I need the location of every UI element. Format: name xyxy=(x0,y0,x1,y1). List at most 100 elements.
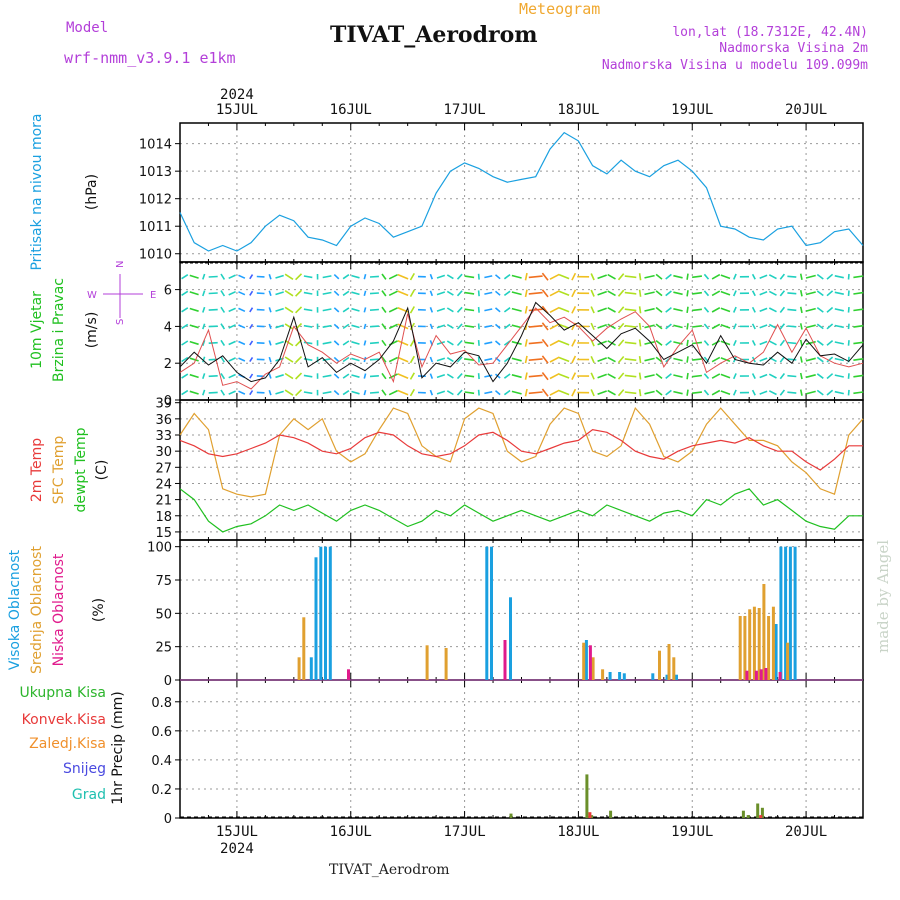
wind-arrow xyxy=(559,307,570,313)
wind-arrow xyxy=(673,390,683,395)
wind-arrow xyxy=(333,323,340,330)
wind-arrow xyxy=(189,390,199,395)
wind-arrow xyxy=(446,390,454,396)
wind-arrow xyxy=(607,273,616,280)
wind-arrow xyxy=(571,289,577,298)
precip-legend-2: Zaledj.Kisa xyxy=(29,736,106,752)
wind-arrow xyxy=(436,291,446,296)
wind-arrow xyxy=(720,307,731,313)
wind-arrow xyxy=(456,273,463,280)
x-tick-label-top: 16JUL xyxy=(330,102,372,118)
model-elevation-text: Nadmorska Visina u modelu 109.099m xyxy=(601,58,868,73)
y-tick-label: 100 xyxy=(147,541,172,556)
wind-arrow xyxy=(409,273,415,281)
wind-arrow xyxy=(268,340,272,346)
wind-arrow xyxy=(208,341,218,344)
wind-arrow xyxy=(847,307,850,313)
station-title: TIVAT_Aerodrom xyxy=(330,22,538,48)
wind-arrow xyxy=(834,374,844,378)
wind-arrow xyxy=(528,324,543,328)
wind-arrow xyxy=(397,356,409,363)
wind-arrow xyxy=(607,356,616,363)
wind-arrow xyxy=(303,275,313,279)
wind-arrow xyxy=(692,325,702,328)
wind-arrow xyxy=(805,357,816,362)
wind-arrow xyxy=(477,290,480,297)
wind-arrow xyxy=(638,339,642,347)
wind-arrow xyxy=(799,389,803,396)
pressure-unit: (hPa) xyxy=(84,174,100,210)
wind-arrow xyxy=(779,339,786,347)
wind-arrow xyxy=(228,340,236,346)
wind-arrow xyxy=(503,290,511,297)
cloud-label-1: Srednja Oblacnost xyxy=(29,546,45,674)
cloud-bar xyxy=(767,616,771,680)
y-tick-label: 0 xyxy=(164,674,172,689)
wind-arrow xyxy=(494,290,501,296)
wind-arrow xyxy=(238,324,246,329)
wind-arrow xyxy=(189,274,199,279)
x-tick-label-top: 15JUL xyxy=(216,102,258,118)
wind-arrow xyxy=(363,273,367,280)
precip-bar xyxy=(741,810,745,818)
cloud-bar xyxy=(764,668,768,680)
wind-arrow xyxy=(624,308,637,312)
wind-arrow xyxy=(655,389,663,396)
wind-arrow xyxy=(446,357,454,363)
cloud-bar xyxy=(302,617,306,680)
wind-arrow xyxy=(607,323,616,330)
y-tick-label: 6 xyxy=(164,284,172,299)
temp2m-line xyxy=(179,428,863,471)
model-name: wrf-nmm_v3.9.1 e1km xyxy=(64,49,236,67)
wind-arrow xyxy=(202,273,206,280)
wind-arrow xyxy=(805,390,816,395)
wind-arrow xyxy=(268,389,272,396)
wind-arrow xyxy=(429,356,434,363)
wind-arrow xyxy=(202,389,206,396)
wind-arrow xyxy=(511,324,522,329)
cloud-bar xyxy=(319,546,323,680)
wind-arrow xyxy=(397,340,409,346)
cloud-bar xyxy=(774,624,778,680)
wind-arrow xyxy=(703,373,710,380)
wind-arrow xyxy=(494,340,501,346)
wind-arrow xyxy=(511,340,522,345)
wind-arrow xyxy=(644,357,655,362)
wind-arrow xyxy=(503,373,511,379)
wind-arrow xyxy=(397,290,409,297)
wind-arrow xyxy=(686,356,689,363)
wind-arrow xyxy=(597,290,607,296)
wind-arrow xyxy=(720,274,731,280)
wind-arrow xyxy=(751,373,756,379)
wind-arrow xyxy=(590,273,595,281)
wind-arrow xyxy=(759,324,768,329)
wind-arrow xyxy=(351,274,360,279)
y-tick-label: 0.4 xyxy=(151,754,172,769)
wind-arrow xyxy=(322,324,332,328)
wind-arrow xyxy=(759,340,768,346)
wind-arrow xyxy=(617,355,625,364)
wind-arrow xyxy=(436,324,446,329)
wind-arrow xyxy=(638,355,642,364)
wind-arrow xyxy=(429,290,434,297)
wind-arrow xyxy=(853,308,864,312)
wind-arrow xyxy=(787,341,797,345)
wind-arrow xyxy=(342,373,350,379)
temp-label-1: SFC Temp xyxy=(51,436,67,505)
wind-arrow xyxy=(456,339,463,347)
wind-arrow xyxy=(703,273,710,280)
wind-arrow xyxy=(464,391,475,395)
wind-arrow xyxy=(847,273,850,280)
wind-arrow xyxy=(363,373,367,379)
wind-arrow xyxy=(559,323,570,330)
wind-arrow xyxy=(208,292,218,295)
y-tick-label: 1012 xyxy=(139,193,172,208)
wind-arrow xyxy=(249,356,254,363)
wind-arrow xyxy=(238,274,246,279)
wind-arrow xyxy=(228,390,236,395)
wind-arrow xyxy=(655,290,663,297)
year-label-top: 2024 xyxy=(220,87,254,103)
wind-arrow xyxy=(381,372,387,380)
wind-arrow xyxy=(228,274,236,280)
wind-arrow xyxy=(284,356,294,363)
